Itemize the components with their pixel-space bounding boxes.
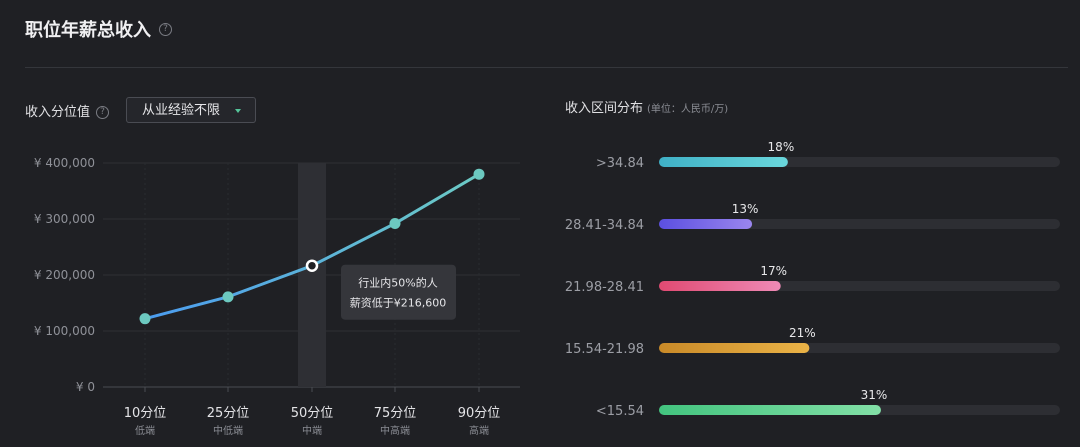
percentile-label: 收入分位值? bbox=[25, 101, 110, 120]
data-point[interactable] bbox=[473, 168, 485, 180]
x-tick-label: 25分位 bbox=[207, 406, 250, 421]
y-tick-label: ¥ 100,000 bbox=[34, 324, 95, 338]
y-tick-label: ¥ 200,000 bbox=[34, 268, 95, 282]
distribution-title: 收入区间分布 (单位：人民币/万) bbox=[565, 97, 728, 116]
help-icon[interactable]: ? bbox=[159, 22, 172, 36]
chevron-down-icon bbox=[235, 109, 241, 113]
distribution-title-text: 收入区间分布 bbox=[565, 101, 644, 116]
bar-value-label: 21% bbox=[789, 326, 816, 340]
x-tick-label: 10分位 bbox=[124, 406, 167, 421]
bar-value-label: 13% bbox=[732, 202, 759, 216]
tooltip bbox=[341, 264, 456, 320]
x-tick-label: 90分位 bbox=[458, 406, 501, 421]
y-tick-label: ¥ 300,000 bbox=[34, 212, 95, 226]
bar-category-label: >34.84 bbox=[596, 156, 644, 171]
x-tick-label: 50分位 bbox=[291, 406, 334, 421]
y-tick-label: ¥ 400,000 bbox=[34, 156, 95, 170]
help-icon[interactable]: ? bbox=[96, 106, 110, 119]
bar-category-label: 28.41-34.84 bbox=[565, 218, 644, 233]
x-tick-sublabel: 中低端 bbox=[213, 424, 243, 437]
x-tick-sublabel: 高端 bbox=[469, 424, 489, 437]
bar-category-label: 15.54-21.98 bbox=[565, 342, 644, 357]
tooltip-line-1: 行业内50%的人 bbox=[358, 276, 437, 290]
percentile-line-chart: ¥ 400,000¥ 300,000¥ 200,000¥ 100,000¥ 0 … bbox=[34, 156, 520, 437]
x-tick-sublabel: 中端 bbox=[302, 424, 322, 437]
data-point[interactable] bbox=[389, 217, 401, 229]
x-tick-sublabel: 低端 bbox=[135, 424, 155, 437]
bar-category-label: <15.54 bbox=[596, 404, 644, 419]
data-point[interactable] bbox=[222, 291, 234, 303]
data-point[interactable] bbox=[139, 313, 151, 325]
bar[interactable] bbox=[659, 157, 788, 167]
bar-value-label: 17% bbox=[760, 264, 787, 278]
bar-value-label: 31% bbox=[861, 388, 888, 402]
bar-value-label: 18% bbox=[768, 140, 795, 154]
experience-dropdown-value: 从业经验不限 bbox=[142, 103, 221, 118]
bar-track bbox=[659, 219, 1060, 229]
highlight-point[interactable] bbox=[305, 259, 319, 272]
bar[interactable] bbox=[659, 405, 881, 415]
bar[interactable] bbox=[659, 343, 810, 353]
tooltip-line-2: 薪资低于¥216,600 bbox=[350, 297, 447, 310]
highlight-band bbox=[298, 163, 326, 387]
experience-dropdown[interactable]: 从业经验不限 bbox=[126, 97, 256, 123]
page-title-text: 职位年薪总收入 bbox=[25, 20, 151, 41]
x-tick-label: 75分位 bbox=[374, 406, 417, 421]
bar-category-label: 21.98-28.41 bbox=[565, 280, 644, 295]
income-distribution-chart: >34.84 18% 28.41-34.84 13% 21.98-28.41 17% 15.… bbox=[565, 140, 1060, 419]
bar[interactable] bbox=[659, 219, 753, 229]
page-title: 职位年薪总收入? bbox=[25, 16, 172, 42]
distribution-unit: (单位：人民币/万) bbox=[647, 104, 729, 115]
bar[interactable] bbox=[659, 281, 781, 291]
percentile-label-text: 收入分位值 bbox=[25, 105, 91, 120]
y-tick-label: ¥ 0 bbox=[76, 380, 95, 394]
x-tick-sublabel: 中高端 bbox=[380, 424, 410, 437]
divider bbox=[25, 67, 1068, 68]
